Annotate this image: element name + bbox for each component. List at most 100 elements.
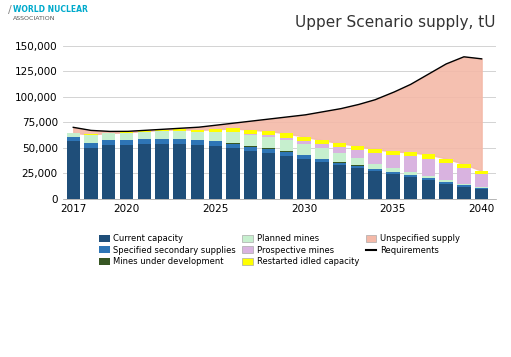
Bar <box>404 177 417 199</box>
Bar <box>155 131 169 139</box>
Bar <box>262 136 275 148</box>
Bar <box>333 162 346 165</box>
Bar <box>457 187 471 199</box>
Bar <box>173 129 187 131</box>
Bar <box>404 156 417 172</box>
Bar <box>66 133 80 134</box>
Bar <box>244 130 258 134</box>
Requirements <box>461 55 467 59</box>
Bar <box>208 129 222 132</box>
Bar <box>208 141 222 146</box>
Bar <box>66 141 80 199</box>
Bar <box>262 148 275 149</box>
Bar <box>120 133 133 140</box>
Bar <box>244 146 258 147</box>
Bar <box>351 150 364 158</box>
Bar <box>475 171 489 174</box>
Requirements <box>416 77 422 82</box>
Bar <box>173 139 187 144</box>
Requirements <box>479 57 485 61</box>
Bar <box>120 132 133 133</box>
Bar <box>66 134 80 136</box>
Bar <box>280 134 293 137</box>
Bar <box>439 162 453 180</box>
Bar <box>155 144 169 199</box>
Bar <box>439 182 453 183</box>
Bar <box>208 132 222 141</box>
Bar <box>457 185 471 187</box>
Bar <box>262 149 275 153</box>
Legend: Current capacity, Specified secondary supplies, Mines under development, Planned: Current capacity, Specified secondary su… <box>96 231 463 270</box>
Requirements <box>321 109 328 114</box>
Bar <box>368 164 382 169</box>
Bar <box>226 148 240 199</box>
Bar <box>102 140 115 145</box>
Bar <box>191 132 204 140</box>
Bar <box>386 168 400 172</box>
Bar <box>333 143 346 147</box>
Bar <box>84 148 98 199</box>
Bar <box>404 175 417 177</box>
Bar <box>315 148 329 159</box>
Bar <box>137 132 151 139</box>
Bar <box>226 129 240 132</box>
Bar <box>475 188 489 199</box>
Bar <box>422 178 435 181</box>
Text: WORLD NUCLEAR: WORLD NUCLEAR <box>13 5 88 14</box>
Bar <box>439 159 453 162</box>
Bar <box>457 183 471 185</box>
Bar <box>422 159 435 176</box>
Bar <box>404 152 417 156</box>
Bar <box>386 155 400 168</box>
Bar <box>137 144 151 199</box>
Bar <box>457 168 471 183</box>
Bar <box>120 140 133 145</box>
Bar <box>244 135 258 146</box>
Bar <box>173 144 187 199</box>
Bar <box>315 140 329 144</box>
Text: /: / <box>8 5 11 15</box>
Bar <box>386 174 400 199</box>
Bar <box>386 172 400 174</box>
Bar <box>84 143 98 148</box>
Bar <box>155 139 169 144</box>
Bar <box>457 164 471 168</box>
Bar <box>262 135 275 136</box>
Bar <box>226 144 240 148</box>
Bar <box>351 166 364 168</box>
Bar <box>280 137 293 140</box>
Bar <box>137 139 151 144</box>
Bar <box>191 145 204 199</box>
Bar <box>244 151 258 199</box>
Text: Upper Scenario supply, tU: Upper Scenario supply, tU <box>295 15 496 30</box>
Bar <box>137 131 151 132</box>
Bar <box>102 133 115 134</box>
Bar <box>244 147 258 151</box>
Requirements <box>106 129 112 134</box>
Bar <box>102 145 115 199</box>
Bar <box>262 153 275 199</box>
Bar <box>173 131 187 139</box>
Bar <box>368 171 382 199</box>
Bar <box>439 180 453 182</box>
Bar <box>226 143 240 144</box>
Bar <box>333 147 346 154</box>
Bar <box>475 187 489 188</box>
Bar <box>368 149 382 154</box>
Requirements <box>315 111 321 115</box>
Bar <box>386 151 400 155</box>
Bar <box>368 169 382 171</box>
Bar <box>351 146 364 150</box>
Bar <box>191 130 204 132</box>
Bar <box>333 154 346 162</box>
Bar <box>315 144 329 148</box>
Requirements <box>72 125 78 130</box>
Bar <box>297 141 311 144</box>
Bar <box>280 156 293 199</box>
Bar <box>208 146 222 199</box>
Bar <box>262 131 275 135</box>
Bar <box>226 132 240 143</box>
Bar <box>475 174 489 187</box>
Bar <box>120 145 133 199</box>
Text: ASSOCIATION: ASSOCIATION <box>13 16 55 21</box>
